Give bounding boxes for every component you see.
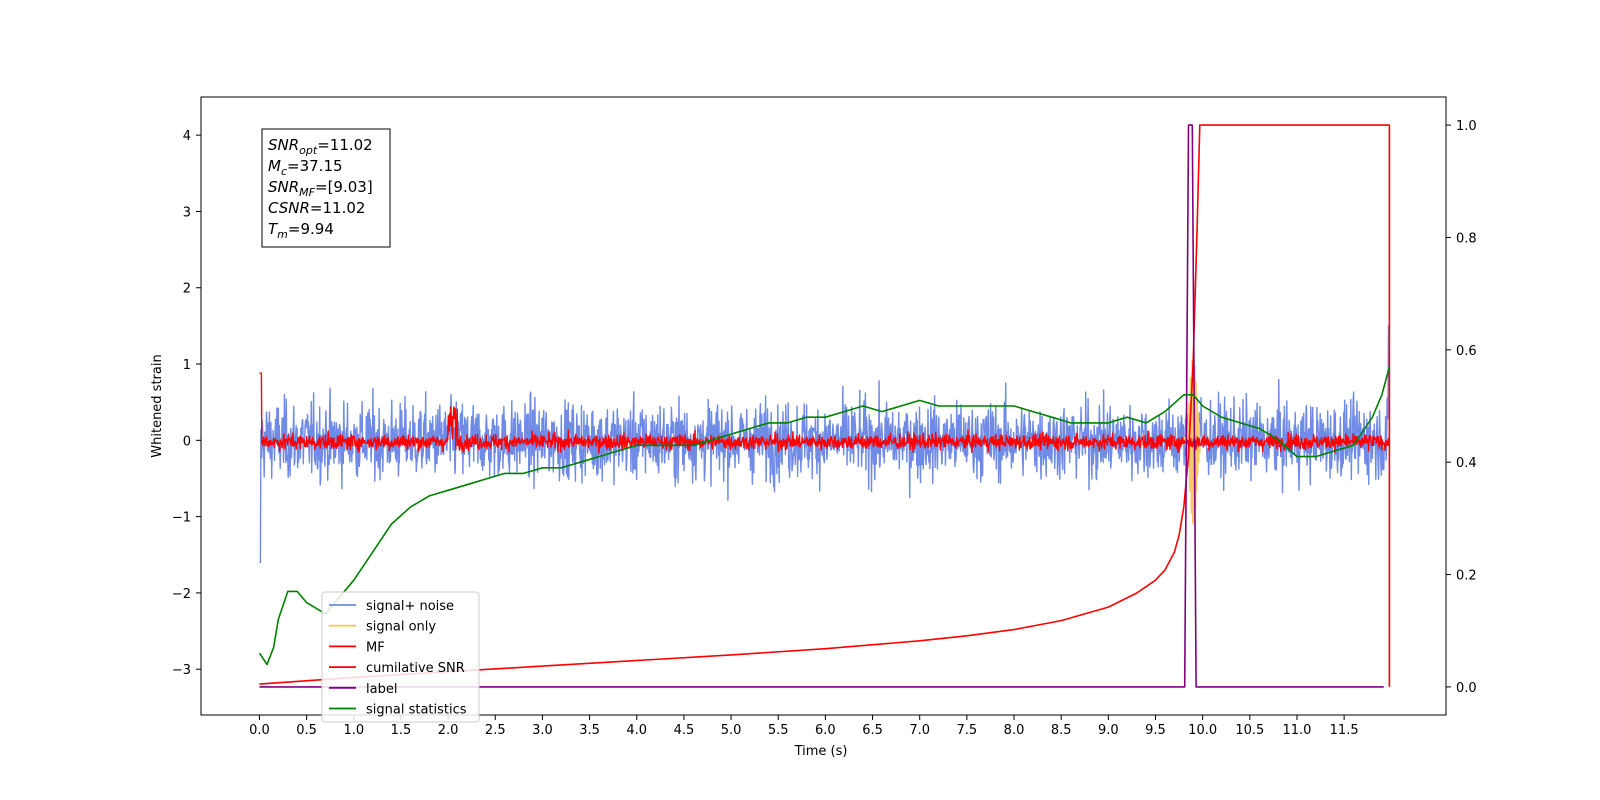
y-axis-left: −3 −2 −1 0 1 2 3 4 bbox=[172, 129, 201, 678]
info-line: Tm=9.94 bbox=[268, 220, 334, 241]
x-tick-label: 6.5 bbox=[862, 723, 883, 738]
x-tick-label: 11.5 bbox=[1330, 723, 1359, 738]
y2-tick-label: 0.8 bbox=[1456, 231, 1477, 246]
x-tick-label: 0.0 bbox=[249, 723, 270, 738]
x-tick-label: 4.0 bbox=[626, 723, 647, 738]
y-tick-label: 3 bbox=[183, 205, 191, 220]
info-line: Mc=37.15 bbox=[268, 157, 343, 178]
info-box: SNRopt=11.02Mc=37.15SNRMF=[9.03]CSNR=11.… bbox=[261, 128, 391, 248]
y-tick-label: 1 bbox=[183, 358, 191, 373]
info-line: SNRMF=[9.03] bbox=[268, 178, 373, 199]
x-tick-label: 5.0 bbox=[721, 723, 742, 738]
plot-series-group bbox=[258, 124, 1391, 688]
x-tick-label: 3.0 bbox=[532, 723, 553, 738]
legend-label: MF bbox=[366, 640, 385, 655]
x-tick-label: 9.5 bbox=[1145, 723, 1166, 738]
x-tick-label: 11.0 bbox=[1283, 723, 1312, 738]
plot-frame bbox=[200, 96, 1447, 716]
legend-label: signal+ noise bbox=[366, 599, 454, 614]
x-tick-label: 3.5 bbox=[579, 723, 600, 738]
x-tick-label: 8.0 bbox=[1004, 723, 1025, 738]
legend-label: cumilative SNR bbox=[366, 661, 465, 676]
legend: signal+ noise signal only MF cumilative SNR… bbox=[321, 591, 480, 723]
series-line-5 bbox=[258, 366, 1391, 666]
x-tick-label: 7.5 bbox=[957, 723, 978, 738]
x-tick-label: 0.5 bbox=[296, 723, 317, 738]
y-axis-right: 0.0 0.2 0.4 0.6 0.8 1.0 bbox=[1446, 119, 1477, 696]
x-axis: 0.0 0.5 1.0 1.5 2.0 2.5 3.0 3.5 4.0 4.5 5.0 5.5 6.0 6… bbox=[249, 715, 1359, 738]
y-tick-label: −2 bbox=[172, 587, 191, 602]
y2-tick-label: 1.0 bbox=[1456, 119, 1477, 134]
y-tick-label: −3 bbox=[172, 663, 191, 678]
y2-tick-label: 0.6 bbox=[1456, 344, 1477, 359]
x-tick-label: 5.5 bbox=[768, 723, 789, 738]
x-tick-label: 10.0 bbox=[1188, 723, 1217, 738]
y2-tick-label: 0.4 bbox=[1456, 456, 1477, 471]
series-line-2 bbox=[259, 372, 1391, 454]
x-tick-label: 7.0 bbox=[909, 723, 930, 738]
y-tick-label: 2 bbox=[183, 282, 191, 297]
x-tick-label: 4.5 bbox=[674, 723, 695, 738]
x-tick-label: 2.0 bbox=[438, 723, 459, 738]
x-tick-label: 1.5 bbox=[391, 723, 412, 738]
y-tick-label: −1 bbox=[172, 511, 191, 526]
y2-tick-label: 0.0 bbox=[1456, 681, 1477, 696]
y-tick-label: 4 bbox=[183, 129, 191, 144]
y-axis-label: Whitened strain bbox=[150, 354, 165, 457]
legend-label: signal statistics bbox=[366, 703, 467, 718]
y2-tick-label: 0.2 bbox=[1456, 569, 1477, 584]
x-tick-label: 6.0 bbox=[815, 723, 836, 738]
x-axis-label: Time (s) bbox=[794, 744, 848, 759]
info-line: CSNR=11.02 bbox=[268, 199, 365, 217]
y-tick-label: 0 bbox=[183, 434, 191, 449]
info-line: SNRopt=11.02 bbox=[268, 136, 373, 157]
x-tick-label: 9.0 bbox=[1098, 723, 1119, 738]
legend-label: signal only bbox=[366, 620, 436, 635]
legend-label: label bbox=[366, 682, 397, 697]
x-tick-label: 8.5 bbox=[1051, 723, 1072, 738]
series-line-4 bbox=[259, 124, 1384, 688]
legend-frame bbox=[321, 591, 480, 723]
x-tick-label: 2.5 bbox=[485, 723, 506, 738]
x-tick-label: 10.5 bbox=[1235, 723, 1264, 738]
info-box-frame bbox=[261, 128, 391, 248]
x-tick-label: 1.0 bbox=[343, 723, 364, 738]
